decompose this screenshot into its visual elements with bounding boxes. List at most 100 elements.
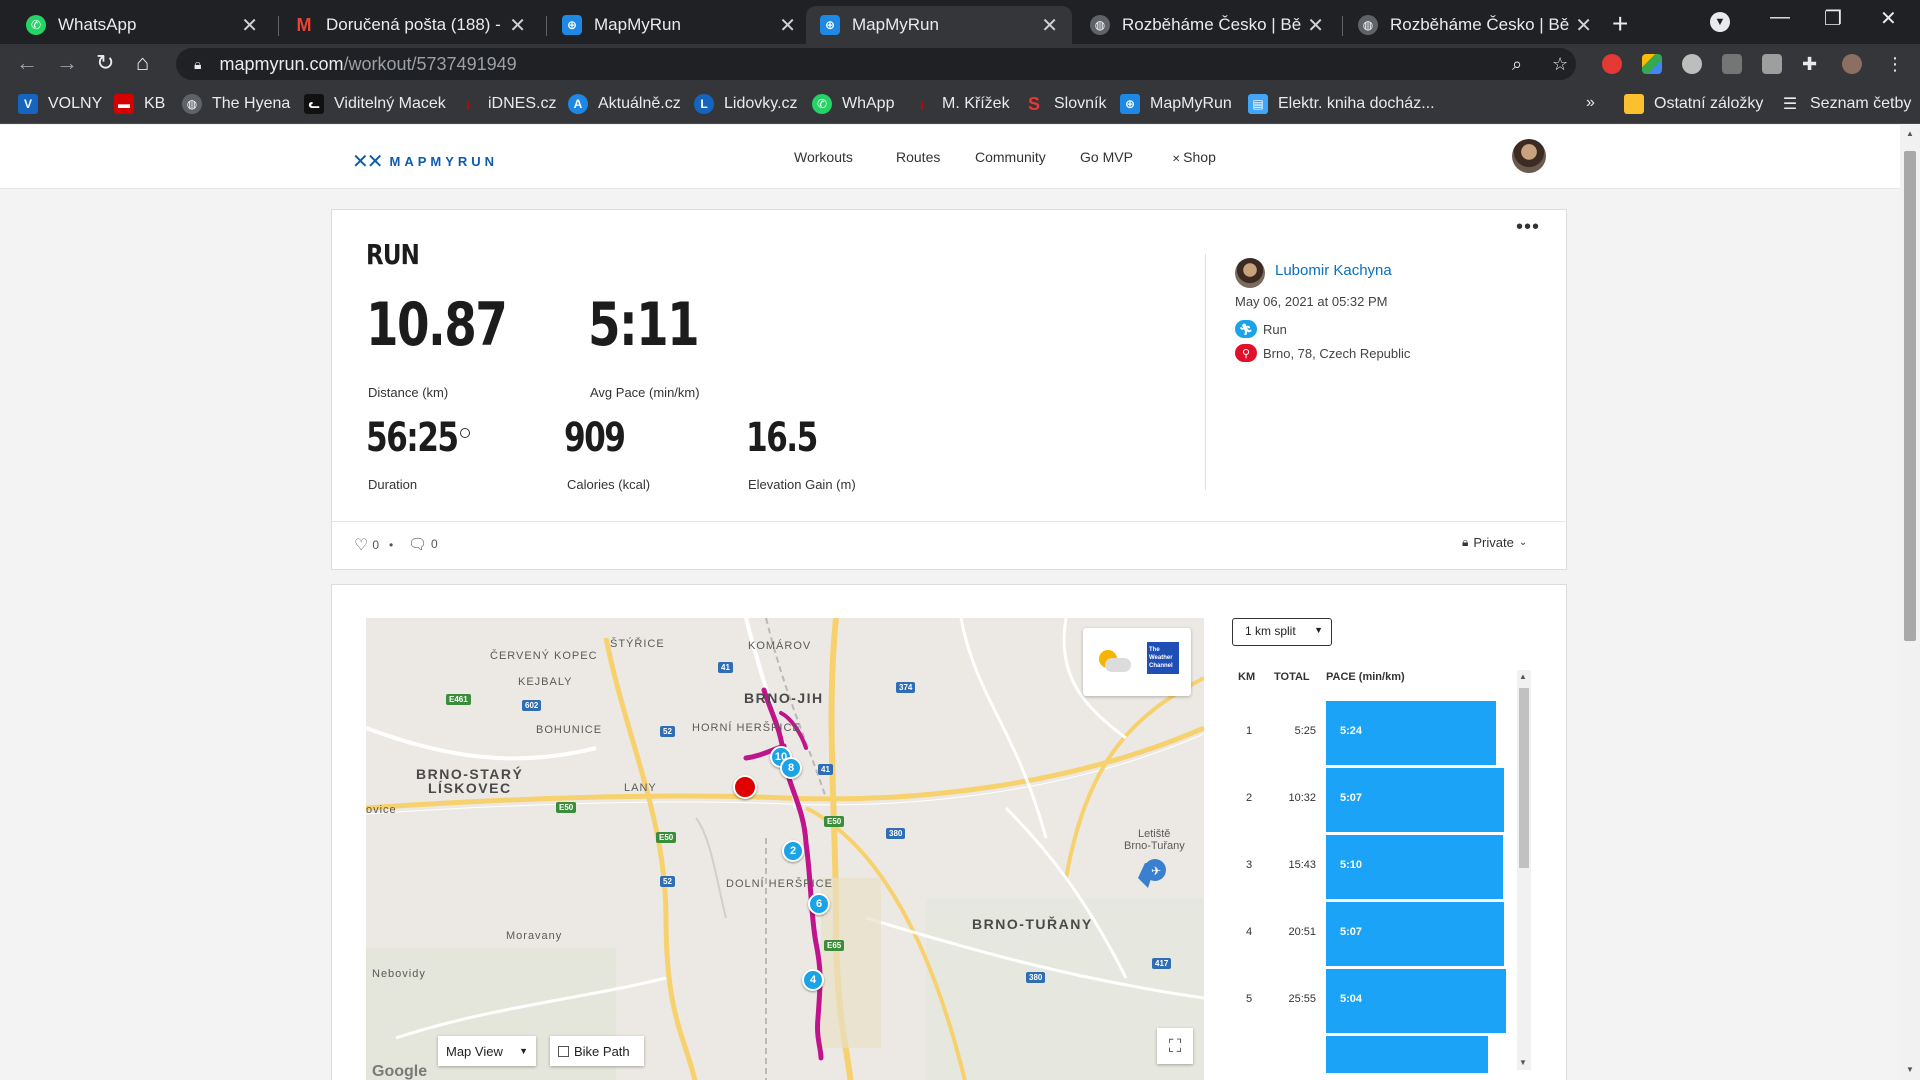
bookmark-whapp[interactable]: ✆ WhApp	[812, 94, 894, 114]
user-avatar[interactable]	[1235, 258, 1265, 288]
forward-icon[interactable]: →	[56, 50, 78, 75]
split-row	[1232, 1034, 1512, 1073]
nav-workouts[interactable]: Workouts	[794, 149, 853, 165]
address-bar[interactable]: 🔒︎ mapmyrun.com/workout/5737491949	[176, 48, 1576, 80]
bookmark-star-icon[interactable]: ☆	[1552, 54, 1569, 74]
nav-community[interactable]: Community	[975, 149, 1046, 165]
scroll-down-icon[interactable]: ▼	[1519, 1058, 1527, 1067]
bookmark-aktualne[interactable]: A Aktuálně.cz	[568, 94, 681, 114]
site-header: ✕✕ MAPMYRUN Workouts Routes Community Go…	[0, 125, 1900, 189]
splits-scrollbar[interactable]: ▲ ▼	[1517, 670, 1531, 1070]
close-tab-icon[interactable]: ✕	[509, 14, 526, 37]
close-tab-icon[interactable]: ✕	[1307, 14, 1324, 37]
km-marker-8[interactable]: 8	[780, 757, 802, 779]
bike-path-checkbox[interactable]	[558, 1045, 569, 1057]
lock-icon: 🔒︎	[194, 55, 202, 72]
km-marker-4[interactable]: 4	[802, 969, 824, 991]
reading-list-icon: ☰	[1782, 96, 1798, 113]
privacy-dropdown[interactable]: 🔒︎ Private ⌄	[1462, 535, 1528, 550]
split-pace-bar: 5:10	[1326, 835, 1503, 899]
split-row: 5 25:55 5:04	[1232, 967, 1512, 1033]
page-scrollbar[interactable]: ▲ ▼	[1900, 125, 1920, 1080]
tab-mapmyrun-active[interactable]: ⊕ MapMyRun ✕	[806, 6, 1072, 44]
fullscreen-icon[interactable]: ⛶	[1157, 1028, 1193, 1064]
page-scroll-thumb[interactable]	[1904, 151, 1916, 641]
bookmark-slovnik[interactable]: S Slovník	[1024, 94, 1106, 114]
bookmark-volny[interactable]: V VOLNY	[18, 94, 102, 114]
split-pace-bar: 5:07	[1326, 768, 1504, 832]
tab-rozbehame-1[interactable]: ◍ Rozběháme Česko | Běžecký ✕	[1076, 6, 1338, 44]
tab-whatsapp[interactable]: ✆ WhatsApp ✕	[12, 6, 272, 44]
back-icon[interactable]: ←	[16, 50, 38, 75]
workout-date: May 06, 2021 at 05:32 PM	[1235, 294, 1388, 309]
bookmark-mapmyrun[interactable]: ⊕ MapMyRun	[1120, 94, 1232, 114]
tab-rozbehame-2[interactable]: ◍ Rozběháme Česko | Běžecký ✕	[1344, 6, 1606, 44]
user-avatar-header[interactable]	[1512, 139, 1546, 173]
tab-gmail[interactable]: M Doručená pošta (188) - lubo ✕	[280, 6, 540, 44]
map-splits-card: ✈ ŠTÝŘICE KOMÁROV ČERVENÝ KOPEC KEJBALY …	[331, 584, 1567, 1080]
profile-avatar-icon[interactable]	[1842, 54, 1862, 74]
bookmark-reading-list[interactable]: ☰ Seznam četby	[1780, 94, 1912, 114]
user-name-link[interactable]: Lubomir Kachyna	[1275, 262, 1392, 279]
google-drive-icon[interactable]	[1642, 54, 1662, 74]
scroll-down-icon[interactable]: ▼	[1906, 1065, 1914, 1074]
close-window-icon[interactable]: ✕	[1880, 8, 1897, 30]
volny-icon: V	[18, 94, 38, 114]
gmail-icon: M	[296, 14, 312, 35]
scroll-up-icon[interactable]: ▲	[1519, 672, 1527, 681]
split-selector[interactable]: 1 km split ▼	[1232, 618, 1332, 646]
km-marker-2[interactable]: 2	[782, 840, 804, 862]
split-row: 2 10:32 5:07	[1232, 766, 1512, 832]
reload-icon[interactable]: ↻	[96, 50, 115, 75]
splits-header-total: TOTAL	[1274, 671, 1310, 683]
home-icon[interactable]: ⌂	[136, 50, 150, 75]
workout-location: ⚲ Brno, 78, Czech Republic	[1235, 344, 1410, 362]
bookmark-m-krizek[interactable]: ¡ M. Křížek	[912, 94, 1010, 114]
menu-kebab-icon[interactable]: ⋮	[1886, 54, 1904, 74]
bookmark-elektr-kniha[interactable]: ▤ Elektr. kniha docház...	[1248, 94, 1435, 114]
minimize-icon[interactable]: —	[1770, 6, 1790, 28]
tab-mapmyrun-1[interactable]: ⊕ MapMyRun ✕	[548, 6, 810, 44]
extension-red-icon[interactable]	[1602, 54, 1622, 74]
weather-widget[interactable]: The Weather Channel	[1083, 628, 1191, 696]
tab-search-icon[interactable]: ▼	[1710, 12, 1730, 32]
close-tab-icon[interactable]: ✕	[241, 14, 258, 37]
splits-header-pace: PACE (min/km)	[1326, 671, 1405, 683]
new-tab-icon[interactable]: +	[1612, 8, 1629, 39]
zoom-icon[interactable]: ⌕	[1512, 54, 1523, 74]
bookmark-idnes[interactable]: ¡ iDNES.cz	[458, 94, 556, 114]
route-map[interactable]: ✈ ŠTÝŘICE KOMÁROV ČERVENÝ KOPEC KEJBALY …	[366, 618, 1204, 1080]
more-options-icon[interactable]: •••	[1515, 216, 1540, 238]
calories-label: Calories (kcal)	[567, 477, 651, 492]
restore-icon[interactable]: ❐	[1824, 8, 1842, 30]
mapmyrun-logo[interactable]: ✕✕ MAPMYRUN	[352, 151, 499, 173]
km-marker-6[interactable]: 6	[808, 893, 830, 915]
idnes-icon: ¡	[466, 97, 470, 111]
idnes-icon: ¡	[920, 97, 924, 111]
scroll-up-icon[interactable]: ▲	[1906, 129, 1914, 138]
map-view-dropdown[interactable]: Map View ▼	[438, 1036, 536, 1066]
nav-shop[interactable]: ✕ Shop	[1172, 149, 1216, 165]
bike-path-toggle[interactable]: Bike Path	[550, 1036, 644, 1066]
close-tab-icon[interactable]: ✕	[1041, 14, 1058, 37]
bookmark-the-hyena[interactable]: ◍ The Hyena	[182, 94, 290, 114]
close-tab-icon[interactable]: ✕	[1575, 14, 1592, 37]
like-button[interactable]: ♡ 0 •	[354, 537, 394, 554]
close-tab-icon[interactable]: ✕	[779, 14, 796, 37]
bookmark-viditelny-macek[interactable]: ᓚ Viditelný Macek	[304, 94, 446, 114]
extensions-puzzle-icon[interactable]: ✚	[1802, 54, 1818, 74]
extension-image-icon[interactable]	[1762, 54, 1782, 74]
bookmark-kb[interactable]: ▬ KB	[114, 94, 165, 114]
splits-scroll-thumb[interactable]	[1519, 688, 1529, 868]
nav-go-mvp[interactable]: Go MVP	[1080, 149, 1133, 165]
extension-gray-icon[interactable]	[1682, 54, 1702, 74]
more-bookmarks-button[interactable]: »	[1586, 94, 1595, 111]
start-marker[interactable]	[733, 775, 757, 799]
comment-button[interactable]: 🗨︎ 0	[408, 536, 438, 553]
activity-type: 🏃︎ Run	[1235, 320, 1287, 338]
bookmark-other[interactable]: Ostatní záložky	[1624, 94, 1763, 114]
duration-info-icon[interactable]	[460, 428, 470, 438]
bookmark-lidovky[interactable]: L Lidovky.cz	[694, 94, 798, 114]
extension-g-icon[interactable]	[1722, 54, 1742, 74]
nav-routes[interactable]: Routes	[896, 149, 941, 165]
